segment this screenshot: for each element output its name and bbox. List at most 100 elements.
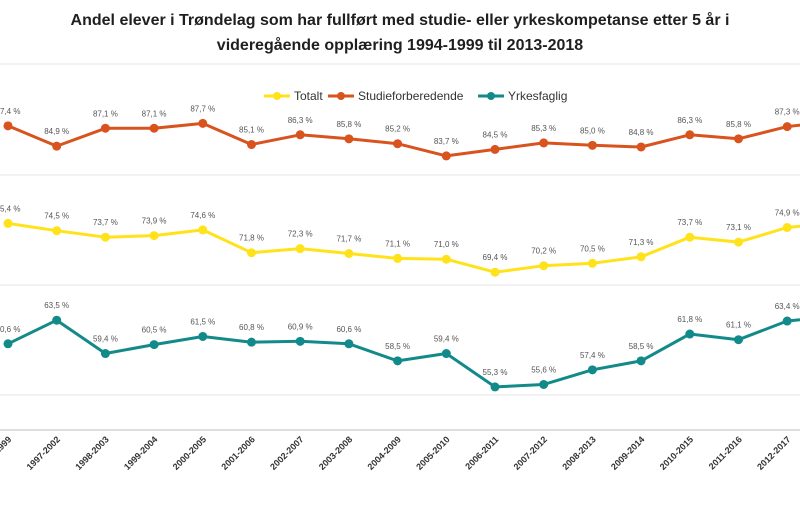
data-label: 74,5 % [44,212,69,221]
legend-item-totalt: Totalt [264,89,323,103]
data-label: 85,1 % [239,126,264,135]
data-point [247,337,256,347]
x-tick-label: 2000-2005 [171,434,209,472]
series-yrkesfaglig: 60,6 % 63,5 % 59,4 % 60,5 % 61,5 % 60,8 % 60,9… [0,301,800,392]
x-tick-label: 2006-2011 [463,434,500,471]
data-point [636,252,646,262]
data-point [734,237,743,247]
data-label: 60,5 % [142,326,167,335]
x-tick-label: 2008-2013 [560,434,598,472]
data-point [295,130,305,140]
data-label: 60,6 % [336,325,361,334]
x-tick-label: 1999-2004 [122,434,160,472]
data-label: 83,7 % [434,137,459,146]
data-point [149,340,159,350]
data-point [198,225,208,235]
data-label: 71,1 % [385,239,410,248]
data-label: 85,0 % [580,126,605,135]
data-point [490,144,500,154]
data-point [52,226,62,236]
data-label: 85,8 % [726,120,751,129]
data-point [441,349,451,359]
data-point [782,222,792,232]
x-tick-label: 2011-2016 [707,434,744,471]
data-point [247,248,256,258]
data-point [198,118,208,128]
data-label: 86,3 % [288,116,313,125]
x-tick-label: 2010-2015 [658,434,696,472]
data-point [3,339,13,349]
legend-label-studieforberedende: Studieforberedende [358,89,464,103]
data-label: 85,3 % [531,124,556,133]
legend-marker-studieforberedende [337,92,345,100]
data-label: 87,3 % [775,108,800,117]
data-point [100,349,110,359]
gridlines [0,63,800,431]
data-label: 61,8 % [677,315,702,324]
legend-item-yrkesfaglig: Yrkesfaglig [478,89,567,103]
data-label: 73,9 % [142,217,167,226]
data-point [52,141,62,151]
data-point [490,267,500,277]
x-tick-label: 2003-2008 [317,434,355,472]
x-tick-label: 2001-2006 [219,434,257,472]
data-point [344,249,354,259]
data-label: 73,1 % [726,223,751,232]
x-tick-label: 2007-2012 [512,434,550,472]
series-line-totalt [7,221,800,274]
data-point [3,121,13,131]
series-layer: 75,4 % 74,5 % 73,7 % 73,9 % 74,6 % 71,8 % 72,3… [0,104,800,392]
legend-marker-yrkesfaglig [487,92,495,100]
data-label: 85,2 % [385,125,410,134]
data-point [685,329,695,339]
data-point [587,258,597,268]
data-point [100,232,110,242]
data-point [734,335,743,345]
data-point [539,138,549,148]
legend-label-yrkesfaglig: Yrkesfaglig [508,89,567,103]
data-label: 55,6 % [531,365,556,374]
data-label: 70,5 % [580,244,605,253]
legend-label-totalt: Totalt [294,89,323,103]
chart-title-line-2: videregående opplæring 1994-1999 til 201… [217,36,584,54]
x-axis-ticks: 1994-1999 1997-2002 1998-2003 1999-2004 2000… [0,434,793,472]
data-label: 87,4 % [0,107,20,116]
data-label: 87,7 % [190,104,215,113]
data-label: 84,5 % [483,130,508,139]
data-label: 58,5 % [629,342,654,351]
data-point [149,231,159,241]
data-label: 69,4 % [483,253,508,262]
data-point [782,316,792,326]
series-line-yrkesfaglig [7,318,800,389]
data-label: 84,8 % [629,128,654,137]
data-point [587,140,597,150]
x-tick-label: 2005-2010 [414,434,452,472]
data-point [441,151,451,161]
data-label: 84,9 % [44,127,69,136]
data-point [587,365,597,375]
x-tick-label: 1997-2002 [25,434,63,472]
series-line-studieforberedende [7,121,800,158]
data-point [52,315,62,325]
data-point [393,139,403,149]
x-tick-label: 1994-1999 [0,434,13,472]
x-tick-label: 2012-2017 [755,434,793,472]
data-label: 71,7 % [336,235,361,244]
data-label: 58,5 % [385,342,410,351]
data-label: 87,1 % [142,109,167,118]
data-label: 85,8 % [336,120,361,129]
data-point [685,232,695,242]
data-point [782,122,792,132]
data-point [539,379,549,389]
series-studieforberedende: 87,4 % 84,9 % 87,1 % 87,1 % 87,7 % 85,1 % 86,3… [0,104,800,161]
data-point [295,244,305,254]
data-point [3,218,13,228]
legend-item-studieforberedende: Studieforberedende [328,89,464,103]
data-label: 63,5 % [44,301,69,310]
data-label: 72,3 % [288,230,313,239]
data-label: 61,1 % [726,321,751,330]
data-point [344,339,354,349]
data-point [393,253,403,263]
data-label: 63,4 % [775,302,800,311]
data-label: 71,3 % [629,238,654,247]
